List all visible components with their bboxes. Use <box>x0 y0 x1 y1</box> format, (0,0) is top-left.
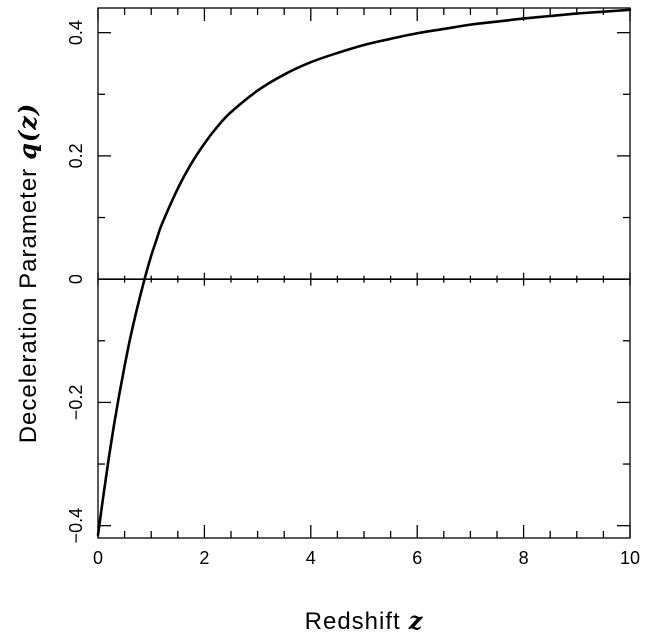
minor-ticks <box>98 8 630 538</box>
x-axis-label-variable: z <box>408 606 424 635</box>
y-axis-label-variable: q(z) <box>13 103 42 160</box>
x-tick-label: 4 <box>306 548 316 568</box>
y-tick-label: 0.2 <box>66 143 86 168</box>
x-axis-label-text: Redshift <box>305 608 401 635</box>
x-tick-label: 6 <box>412 548 422 568</box>
major-ticks <box>97 8 631 538</box>
x-tick-labels: 0 2 4 6 8 10 <box>93 548 640 568</box>
data-series-curve <box>96 8 632 537</box>
y-axis-label-text: Deceleration Parameter <box>15 168 42 443</box>
x-tick-label: 2 <box>199 548 209 568</box>
y-tick-label: −0.2 <box>66 385 86 421</box>
y-tick-label: −0.4 <box>66 508 86 544</box>
x-axis-label: Redshift z <box>305 606 424 635</box>
y-tick-label: 0 <box>66 274 86 284</box>
x-tick-label: 10 <box>620 548 640 568</box>
plot-frame <box>97 7 631 539</box>
x-tick-label: 8 <box>519 548 529 568</box>
y-tick-labels: −0.4 −0.2 0 0.2 0.4 <box>66 20 86 543</box>
x-tick-label: 0 <box>93 548 103 568</box>
y-axis-label: Deceleration Parameter q(z) <box>13 103 42 444</box>
y-tick-label: 0.4 <box>66 20 86 45</box>
